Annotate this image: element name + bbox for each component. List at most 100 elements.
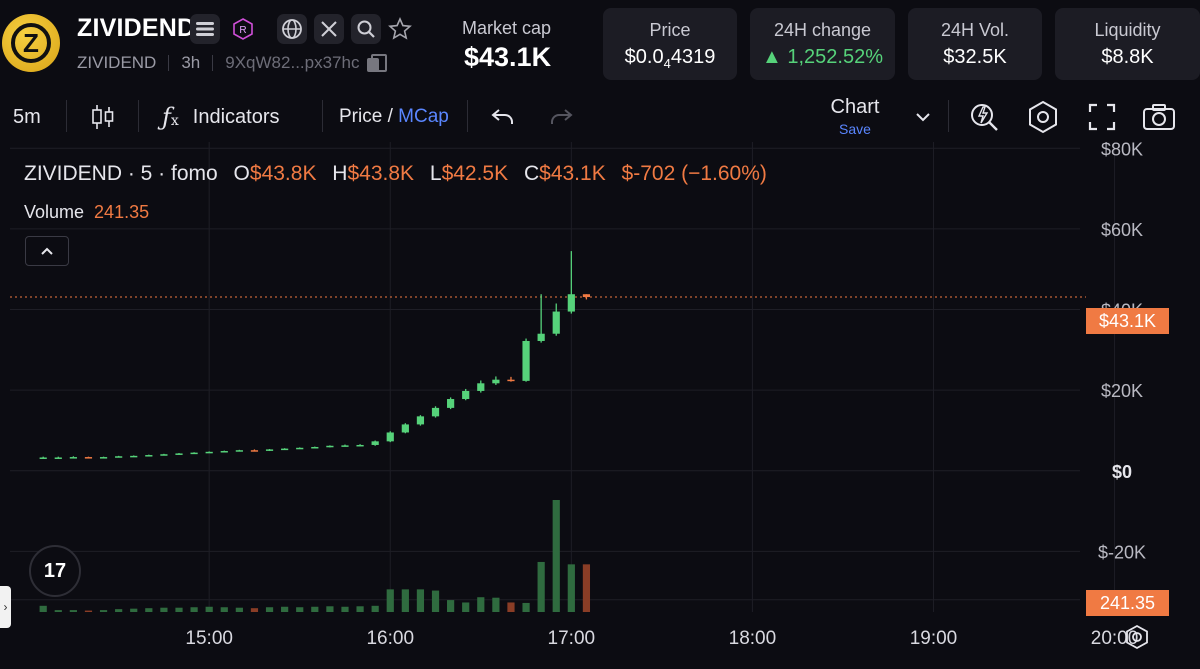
volume-24h-value: $32.5K [943, 46, 1007, 68]
chart-dropdown-chevron-icon[interactable] [914, 92, 932, 142]
chart-layout-label[interactable]: Chart [830, 96, 880, 118]
candle-body [341, 445, 349, 447]
price-chart[interactable]: $80K$60K$40K$20K$0$-20K 15:0016:0017:001… [0, 142, 1200, 669]
volume-bars [39, 500, 591, 612]
collapse-legend-button[interactable] [25, 236, 69, 266]
search-icon[interactable] [351, 14, 381, 44]
volume-legend: Volume 241.35 [24, 202, 149, 223]
candlesticks [39, 251, 591, 459]
candle-body [582, 294, 591, 298]
candle-body [507, 379, 515, 382]
copy-icon[interactable] [367, 54, 388, 72]
candle-body [175, 453, 183, 455]
candle-body [447, 399, 455, 408]
website-globe-icon[interactable] [277, 14, 307, 44]
divider [168, 55, 170, 71]
side-panel-toggle[interactable]: › [0, 586, 11, 628]
liquidity-card: Liquidity $8.8K [1055, 8, 1200, 80]
undo-icon[interactable] [490, 92, 516, 142]
tradingview-logo[interactable]: 17 [29, 545, 81, 597]
volume-bar [477, 597, 485, 612]
candle-body [477, 383, 485, 391]
chart-settings-gear-icon[interactable] [1026, 92, 1060, 142]
x-tick-label: 15:00 [185, 628, 233, 649]
token-logo: Z [2, 14, 60, 72]
candle-body [356, 444, 364, 447]
indicators-button[interactable]: ƒx Indicators [162, 92, 280, 142]
volume-bar [401, 589, 409, 612]
save-layout-link[interactable]: Save [839, 121, 871, 137]
candle-body [220, 451, 228, 453]
contract-address[interactable]: 9XqW82...px37hc [225, 53, 360, 72]
volume-bar [190, 607, 198, 612]
volume-bar [447, 600, 455, 612]
volume-bar [552, 500, 560, 612]
ohlc-legend: ZIVIDEND · 5 · fomo O$43.8K H$43.8K L$42… [24, 162, 767, 185]
interval-selector[interactable]: 5m [13, 105, 41, 128]
candlestick-type-icon[interactable] [90, 92, 116, 142]
candle-body [416, 416, 425, 425]
token-name: ZIVIDEND [77, 14, 196, 42]
mcap-toggle-label[interactable]: MCap [398, 106, 449, 127]
price-mcap-toggle[interactable]: Price / MCap [339, 106, 449, 127]
price-card: Price $0.044319 [603, 8, 737, 80]
star-favorite-icon[interactable] [385, 14, 415, 44]
candle-body [431, 407, 440, 417]
svg-text:R: R [239, 25, 246, 36]
redo-icon[interactable] [548, 92, 574, 142]
price-toggle-label[interactable]: Price [339, 106, 383, 127]
volume-value: 241.35 [94, 202, 150, 222]
candle-body [54, 457, 62, 459]
fullscreen-icon[interactable] [1088, 92, 1116, 142]
x-twitter-icon[interactable] [314, 14, 344, 44]
volume-bar [84, 610, 93, 612]
legend-title: ZIVIDEND · 5 · fomo [24, 162, 218, 185]
candle-body [84, 457, 93, 459]
volume-bar [522, 602, 530, 612]
candle-body [537, 333, 545, 341]
token-symbol: ZIVIDEND [77, 53, 157, 72]
divider [66, 100, 67, 132]
screenshot-camera-icon[interactable] [1142, 92, 1176, 142]
chevron-up-icon [41, 247, 53, 255]
price-value: $0.044319 [624, 46, 716, 71]
volume-bar [371, 605, 379, 612]
candle-body [492, 379, 500, 384]
y-tick-label: $-20K [1098, 542, 1146, 562]
volume-bar [145, 608, 153, 612]
platform-badge-icon[interactable]: R [228, 14, 258, 44]
volume-bar [281, 606, 289, 612]
candle-body [386, 432, 394, 442]
quick-search-icon[interactable] [968, 92, 1002, 142]
candle-body [401, 424, 409, 433]
candle-body [69, 457, 77, 459]
y-tick-label: $80K [1101, 142, 1143, 159]
menu-icon[interactable] [190, 14, 220, 44]
volume-bar [235, 607, 243, 612]
candle-body [205, 451, 213, 454]
change-24h-label: 24H change [773, 20, 872, 40]
volume-bar [130, 608, 138, 612]
x-tick-label: 18:00 [729, 628, 777, 649]
candle-body [567, 294, 575, 312]
candle-body [311, 446, 319, 449]
volume-bar [205, 606, 213, 612]
candle-body [281, 448, 289, 451]
token-header: Z ZIVIDEND R ZIVIDEND 3h 9XqW82...px37hc… [0, 0, 1200, 92]
price-label: Price [649, 20, 691, 40]
legend-low: $42.5K [441, 162, 509, 185]
x-tick-label: 19:00 [910, 628, 958, 649]
volume-bar [39, 605, 47, 612]
volume-bar [341, 606, 349, 612]
candle-body [552, 311, 560, 334]
candle-body [250, 450, 259, 452]
volume-bar [220, 607, 228, 612]
volume-bar [356, 606, 364, 612]
volume-bar [175, 607, 183, 612]
market-cap-value: $43.1K [464, 42, 552, 72]
chart-toolbar: 5m ƒx Indicators Price / MCap [0, 92, 1200, 142]
axis-settings-gear-icon[interactable] [1124, 624, 1150, 650]
volume-bar [492, 597, 500, 612]
indicators-label: Indicators [192, 105, 280, 128]
legend-close: $43.1K [539, 162, 606, 185]
